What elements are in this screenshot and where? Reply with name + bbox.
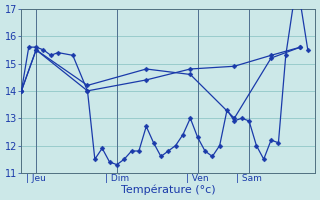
X-axis label: Température (°c): Température (°c) [121, 185, 216, 195]
